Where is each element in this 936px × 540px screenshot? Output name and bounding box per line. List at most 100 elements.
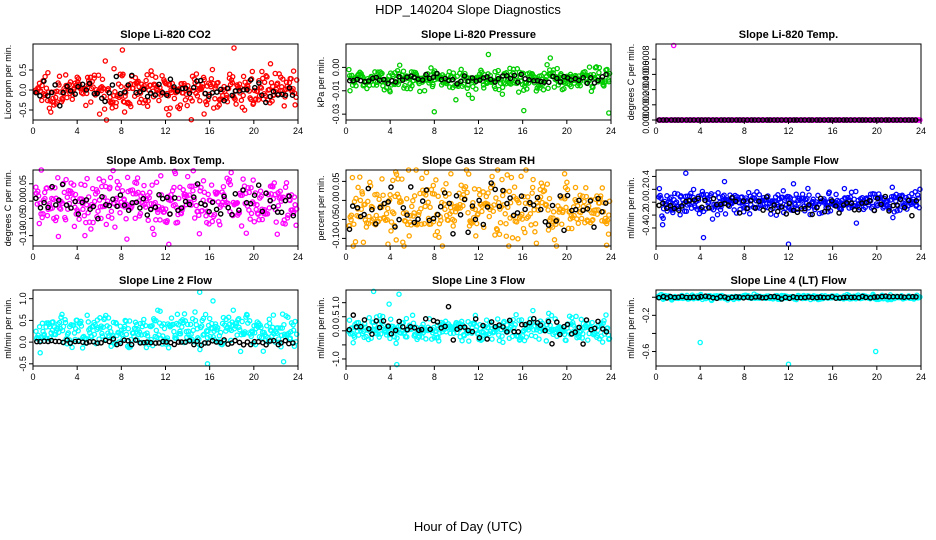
sample-point [409,203,415,210]
sample-point [36,220,43,227]
sample-point [111,65,117,72]
hourly-point [664,205,670,212]
panel-title: Slope Sample Flow [738,155,839,167]
sample-point [99,330,105,337]
sample-point [57,206,64,212]
sample-point [568,83,574,90]
sample-point [601,83,607,89]
sample-point [292,102,298,108]
sample-point [436,234,442,240]
outlier-point [448,171,454,177]
sample-point [404,334,410,340]
hourly-point [504,329,510,335]
sample-point [130,191,136,197]
sample-point [497,219,504,226]
sample-point [503,70,510,76]
sample-point [258,193,264,200]
sample-point [425,199,431,206]
plot-frame [655,289,922,367]
sample-point [64,194,71,201]
sample-point [815,192,821,199]
sample-point [99,76,106,83]
hourly-point [140,195,147,202]
hourly-point [522,206,528,213]
sample-point [602,78,609,84]
outlier-point [280,358,287,365]
outlier-point [485,51,492,58]
sample-point [362,201,368,208]
sample-point [580,330,586,337]
sample-point [833,191,839,198]
sample-point [523,334,530,340]
sample-point [527,211,534,217]
sample-point [189,98,195,104]
sample-point [216,102,222,108]
sample-point [259,68,265,75]
sample-point [183,91,190,98]
sample-point [253,96,259,102]
hourly-point [768,206,774,213]
sample-point [196,230,203,237]
hourly-point [599,74,606,80]
x-tick-label: 0 [30,372,35,382]
hourly-point [591,80,598,86]
sample-point [599,185,606,191]
sample-point [191,196,197,203]
sample-point [62,72,69,78]
hourly-point [63,202,70,208]
hourly-point [465,78,471,85]
sample-point [503,220,509,227]
hourly-point [247,341,254,348]
hourly-point [748,197,754,204]
hourly-point [217,211,224,217]
sample-point [238,223,245,229]
hourly-point [251,192,258,198]
hourly-point [871,294,878,300]
hourly-point [580,74,587,81]
sample-point [59,97,66,103]
sample-point [569,225,575,232]
hourly-point [361,317,368,323]
sample-point [475,210,481,217]
hourly-point [86,80,93,87]
sample-point [151,231,157,238]
panel-3: Slope Li-820 Temp. degrees C per min. 0 4 8 1… [626,29,926,136]
hourly-point [458,78,464,85]
hourly-point [518,71,525,78]
sample-point [509,333,516,340]
hourly-point [213,206,220,213]
sample-point [525,194,531,200]
x-tick-label: 20 [562,126,572,136]
sample-point [275,202,282,209]
sample-point [291,194,298,200]
sample-point [173,335,179,341]
panel-8: Slope Line 3 Flow ml/min per min. 0 4 8 12 16 2… [316,275,616,382]
sample-point [96,111,103,117]
sample-point [39,97,45,104]
outlier-point [394,361,400,368]
x-tick-label: 4 [388,372,393,382]
x-tick-label: 12 [783,372,793,382]
hourly-point [786,200,793,207]
sample-point [220,183,227,190]
sample-point [423,336,429,342]
hourly-point [906,197,912,204]
hourly-point [159,89,166,96]
hourly-point [437,203,444,210]
sample-point [260,348,267,354]
sample-point [113,320,120,327]
outlier-point [166,112,172,118]
sample-point [465,209,471,216]
hourly-point [214,89,220,95]
sample-point [388,228,394,234]
sample-point [240,92,246,99]
sample-point [112,224,118,230]
sample-point [561,85,567,92]
hourly-point [472,216,479,223]
hourly-point [461,196,468,203]
y-tick-label: 1.0 [331,296,341,309]
sample-point [85,319,92,325]
hourly-point [814,204,820,211]
hourly-point [262,99,269,106]
sample-point [579,335,586,341]
